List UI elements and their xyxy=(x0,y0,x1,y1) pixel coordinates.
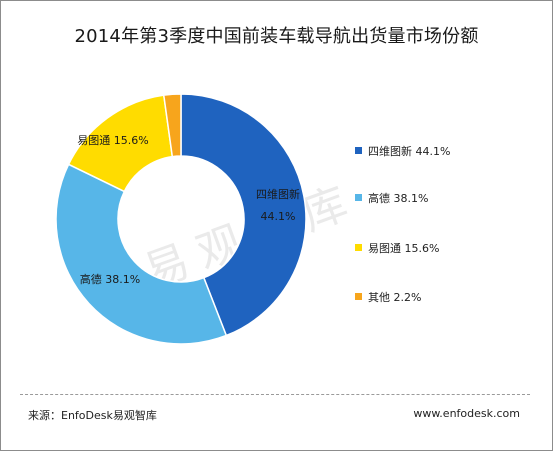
legend-item-2: 易图通 15.6% xyxy=(355,240,439,256)
website-label: www.enfodesk.com xyxy=(413,407,520,420)
legend-label-1: 高德 38.1% xyxy=(368,192,429,205)
slice-label-0: 四维图新 xyxy=(256,187,300,201)
legend-swatch-1 xyxy=(355,194,362,201)
legend-item-3: 其他 2.2% xyxy=(355,289,421,305)
legend-label-0: 四维图新 44.1% xyxy=(368,145,451,158)
slice-0 xyxy=(180,93,307,337)
source-label: 来源：EnfoDesk易观智库 xyxy=(28,409,157,422)
chart-title: 2014年第3季度中国前装车载导航出货量市场份额 xyxy=(74,26,479,47)
legend-swatch-3 xyxy=(355,293,362,300)
legend-item-1: 高德 38.1% xyxy=(355,190,428,206)
legend-item-0: 四维图新 44.1% xyxy=(355,143,450,159)
legend-swatch-0 xyxy=(355,147,362,154)
slice-label-2: 易图通 15.6% xyxy=(77,134,148,147)
slice-value-0: 44.1% xyxy=(261,210,296,223)
legend-label-3: 其他 2.2% xyxy=(368,291,422,304)
legend-label-2: 易图通 15.6% xyxy=(368,242,440,255)
slice-1 xyxy=(55,163,228,345)
legend-swatch-2 xyxy=(355,244,362,251)
slice-3 xyxy=(162,93,182,158)
slice-label-1: 高德 38.1% xyxy=(80,272,140,286)
footer-divider xyxy=(20,394,530,395)
